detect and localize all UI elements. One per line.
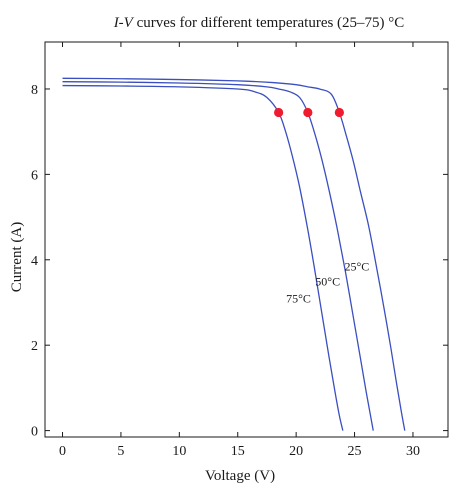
iv-curve-25°C: [62, 77, 406, 431]
plot-frame: [44, 41, 449, 438]
max-power-point: [274, 107, 284, 118]
chart-title-italic: I-V: [113, 15, 135, 31]
y-tick-label: 8: [31, 83, 38, 98]
x-tick-label: 25: [348, 444, 362, 459]
max-power-point: [334, 107, 344, 118]
y-tick-label: 4: [31, 254, 38, 269]
x-tick-label: 30: [406, 444, 420, 459]
curve-label-75°C: 75°C: [286, 291, 311, 305]
chart-title: I-V curves for different temperatures (2…: [113, 15, 405, 31]
max-power-points: [274, 107, 344, 118]
max-power-point: [303, 107, 313, 118]
curve-label-25°C: 25°C: [344, 259, 369, 273]
plot-border: [44, 41, 449, 438]
y-tick-label: 2: [31, 339, 38, 354]
y-tick-label: 6: [31, 168, 38, 183]
chart-title-rest: curves for different temperatures (25–75…: [133, 15, 404, 31]
x-axis-label: Voltage (V): [205, 468, 275, 484]
curve-label-50°C: 50°C: [315, 274, 340, 288]
x-tick-label: 0: [59, 444, 66, 459]
x-tick-label: 5: [117, 444, 124, 459]
y-axis-label: Current (A): [9, 222, 25, 292]
x-tick-label: 20: [289, 444, 303, 459]
y-tick-label: 0: [31, 425, 38, 440]
iv-curve-75°C: [62, 84, 344, 431]
x-tick-label: 15: [231, 444, 245, 459]
iv-curves: [62, 77, 406, 431]
x-axis-ticks: 0 5 10 15 20 25 30: [59, 42, 420, 459]
y-axis-ticks: 0 2 4 6 8: [31, 83, 448, 440]
curve-labels: 25°C 50°C 75°C: [286, 259, 369, 305]
x-tick-label: 10: [172, 444, 186, 459]
iv-curve-50°C: [62, 81, 374, 431]
